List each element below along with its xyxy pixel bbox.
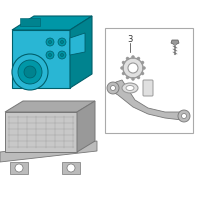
- Polygon shape: [171, 40, 179, 45]
- Circle shape: [58, 38, 66, 46]
- Circle shape: [128, 63, 138, 73]
- Circle shape: [141, 61, 144, 64]
- Polygon shape: [5, 101, 95, 112]
- Circle shape: [137, 76, 140, 79]
- Circle shape: [137, 57, 140, 60]
- Circle shape: [58, 51, 66, 59]
- Circle shape: [46, 38, 54, 46]
- Circle shape: [110, 86, 116, 90]
- Circle shape: [132, 55, 134, 58]
- Circle shape: [46, 51, 54, 59]
- Polygon shape: [62, 162, 80, 174]
- Circle shape: [24, 66, 36, 78]
- Circle shape: [60, 53, 64, 56]
- Circle shape: [182, 114, 186, 118]
- Text: 3: 3: [127, 36, 133, 45]
- Circle shape: [178, 110, 190, 122]
- Circle shape: [141, 72, 144, 75]
- Polygon shape: [12, 16, 92, 30]
- Circle shape: [107, 82, 119, 94]
- Circle shape: [18, 60, 42, 84]
- Circle shape: [67, 164, 75, 172]
- Polygon shape: [77, 101, 95, 152]
- Polygon shape: [0, 141, 97, 162]
- Polygon shape: [5, 112, 77, 152]
- Circle shape: [60, 40, 64, 44]
- Polygon shape: [70, 33, 85, 55]
- Circle shape: [142, 66, 146, 70]
- Ellipse shape: [126, 86, 134, 90]
- Polygon shape: [113, 80, 185, 120]
- Ellipse shape: [122, 83, 138, 93]
- Circle shape: [48, 53, 52, 56]
- Polygon shape: [12, 30, 70, 88]
- Circle shape: [126, 57, 129, 60]
- Bar: [105, 28, 193, 133]
- Circle shape: [12, 54, 48, 90]
- Circle shape: [122, 61, 125, 64]
- Circle shape: [15, 164, 23, 172]
- Circle shape: [132, 77, 134, 80]
- Circle shape: [48, 40, 52, 44]
- Polygon shape: [70, 16, 92, 88]
- Polygon shape: [10, 162, 28, 174]
- FancyBboxPatch shape: [143, 80, 153, 96]
- Circle shape: [122, 72, 125, 75]
- Circle shape: [126, 76, 129, 79]
- Circle shape: [123, 58, 143, 78]
- Circle shape: [120, 66, 124, 70]
- Bar: [20, 18, 40, 26]
